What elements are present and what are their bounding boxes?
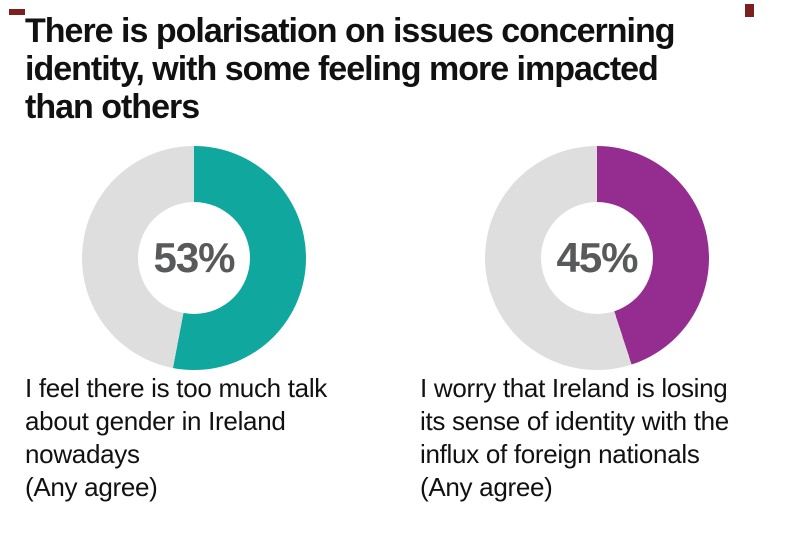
- title-line: identity, with some feeling more impacte…: [25, 50, 659, 88]
- donut-caption-gender-talk: I feel there is too much talk about gend…: [25, 372, 327, 504]
- donut-chart-identity-loss: 45%: [485, 146, 709, 370]
- donut-hole: 45%: [541, 202, 653, 314]
- page-title: There is polarisation on issues concerni…: [25, 12, 676, 126]
- caption-line: (Any agree): [420, 472, 553, 502]
- caption-line: nowadays: [25, 439, 140, 469]
- donut-caption-identity-loss: I worry that Ireland is losing its sense…: [420, 372, 729, 504]
- donut-chart-gender-talk: 53%: [82, 146, 306, 370]
- caption-line: about gender in Ireland: [25, 406, 286, 436]
- caption-line: I feel there is too much talk: [25, 373, 328, 403]
- donut-value-label: 45%: [556, 234, 638, 281]
- corner-mark-top-right: [745, 4, 754, 17]
- caption-line: its sense of identity with the: [420, 406, 729, 436]
- caption-line: influx of foreign nationals: [420, 439, 700, 469]
- title-line: There is polarisation on issues concerni…: [25, 12, 676, 50]
- title-line: than others: [25, 88, 200, 126]
- donut-hole: 53%: [138, 202, 250, 314]
- caption-line: (Any agree): [25, 472, 158, 502]
- corner-mark-top-left: [9, 9, 25, 15]
- donut-value-label: 53%: [153, 234, 235, 281]
- caption-line: I worry that Ireland is losing: [420, 373, 728, 403]
